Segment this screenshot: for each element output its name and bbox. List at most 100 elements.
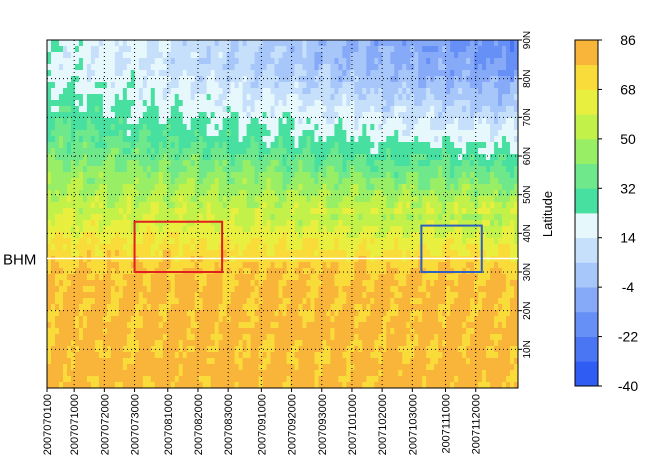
heatmap-cell — [342, 244, 347, 251]
heatmap-cell — [474, 124, 479, 131]
heatmap-cell — [102, 190, 108, 197]
heatmap-cell — [394, 112, 399, 119]
heatmap-cell — [274, 274, 280, 281]
heatmap-cell — [47, 94, 52, 101]
heatmap-cell — [174, 112, 180, 119]
heatmap-cell — [170, 256, 176, 263]
heatmap-cell — [350, 178, 355, 185]
heatmap-cell — [90, 238, 96, 245]
heatmap-cell — [434, 118, 439, 125]
heatmap-cell — [270, 82, 276, 89]
heatmap-cell — [382, 286, 387, 293]
heatmap-cell — [478, 208, 483, 215]
heatmap-cell — [106, 196, 112, 203]
heatmap-cell — [166, 184, 172, 191]
heatmap-cell — [50, 196, 56, 203]
heatmap-cell — [130, 274, 136, 281]
heatmap-cell — [330, 112, 335, 119]
heatmap-cell — [366, 256, 371, 263]
heatmap-cell — [406, 52, 411, 59]
heatmap-cell — [330, 238, 335, 245]
heatmap-cell — [298, 202, 304, 209]
heatmap-cell — [206, 142, 212, 149]
heatmap-cell — [322, 244, 328, 251]
heatmap-cell — [162, 238, 168, 245]
heatmap-cell — [50, 52, 56, 59]
heatmap-cell — [390, 202, 395, 209]
heatmap-cell — [366, 76, 371, 83]
heatmap-cell — [182, 196, 188, 203]
heatmap-cell — [482, 154, 487, 161]
heatmap-cell — [454, 70, 459, 77]
heatmap-cell — [302, 100, 308, 107]
heatmap-cell — [58, 166, 64, 173]
heatmap-cell — [78, 292, 84, 299]
heatmap-cell — [470, 124, 475, 131]
heatmap-cell — [66, 202, 72, 209]
heatmap-cell — [270, 40, 276, 47]
heatmap-cell — [222, 88, 228, 95]
heatmap-cell — [210, 130, 216, 137]
heatmap-cell — [350, 250, 355, 257]
heatmap-cell — [158, 226, 164, 233]
heatmap-cell — [294, 112, 300, 119]
heatmap-cell — [86, 208, 92, 215]
heatmap-cell — [238, 220, 244, 227]
heatmap-cell — [50, 100, 56, 107]
heatmap-cell — [146, 52, 152, 59]
heatmap-cell — [214, 160, 220, 167]
heatmap-cell — [70, 46, 76, 53]
heatmap-cell — [282, 244, 288, 251]
heatmap-cell — [478, 76, 483, 83]
heatmap-cell — [438, 274, 443, 281]
heatmap-cell — [322, 76, 328, 83]
heatmap-cell — [430, 160, 435, 167]
heatmap-cell — [238, 226, 244, 233]
heatmap-cell — [262, 178, 268, 185]
heatmap-cell — [214, 196, 220, 203]
heatmap-cell — [222, 208, 228, 215]
heatmap-cell — [50, 124, 56, 131]
heatmap-cell — [278, 154, 284, 161]
heatmap-cell — [206, 106, 212, 113]
heatmap-cell — [126, 226, 132, 233]
heatmap-cell — [322, 46, 328, 53]
heatmap-cell — [226, 148, 232, 155]
heatmap-cell — [374, 286, 379, 293]
heatmap-cell — [450, 190, 455, 197]
heatmap-cell — [54, 40, 60, 47]
heatmap-cell — [202, 154, 208, 161]
heatmap-cell — [346, 250, 351, 257]
heatmap-cell — [358, 232, 363, 239]
heatmap-cell — [47, 172, 52, 179]
heatmap-cell — [278, 244, 284, 251]
heatmap-cell — [142, 52, 148, 59]
heatmap-cell — [82, 244, 88, 251]
heatmap-cell — [490, 178, 495, 185]
heatmap-cell — [62, 238, 68, 245]
heatmap-cell — [294, 64, 300, 71]
heatmap-cell — [294, 256, 300, 263]
heatmap-cell — [246, 106, 252, 113]
heatmap-cell — [150, 172, 156, 179]
heatmap-cell — [150, 226, 156, 233]
heatmap-cell — [266, 100, 272, 107]
heatmap-cell — [466, 130, 471, 137]
heatmap-cell — [186, 130, 192, 137]
heatmap-cell — [446, 112, 451, 119]
heatmap-cell — [134, 226, 140, 233]
heatmap-cell — [170, 124, 176, 131]
heatmap-cell — [422, 148, 427, 155]
heatmap-cell — [78, 220, 84, 227]
heatmap-cell — [82, 232, 88, 239]
heatmap-cell — [250, 148, 256, 155]
heatmap-cell — [98, 280, 104, 287]
heatmap-cell — [166, 130, 172, 137]
heatmap-cell — [402, 124, 407, 131]
heatmap-cell — [86, 274, 92, 281]
heatmap-cell — [62, 124, 68, 131]
heatmap-cell — [486, 52, 491, 59]
heatmap-cell — [118, 250, 124, 257]
heatmap-cell — [154, 214, 160, 221]
heatmap-cell — [246, 250, 252, 257]
